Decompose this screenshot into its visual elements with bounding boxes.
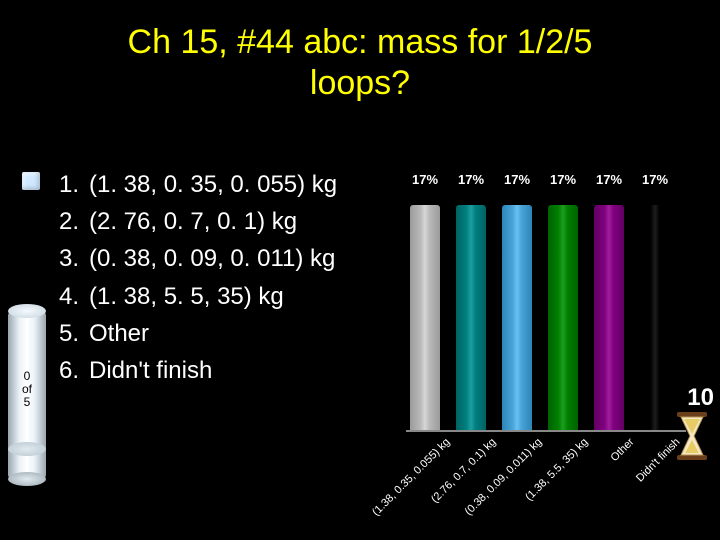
chart-pct-label: 17% — [545, 172, 581, 187]
list-item: 2.(2. 76, 0. 7, 0. 1) kg — [45, 203, 337, 240]
chart-pct-label: 17% — [499, 172, 535, 187]
meter-label: 0 of 5 — [8, 370, 46, 410]
list-item: 4.(1. 38, 5. 5, 35) kg — [45, 278, 337, 315]
chart-x-label: Other — [536, 436, 636, 536]
chart-bar — [594, 205, 624, 430]
meter-cap-bottom — [8, 472, 46, 486]
chart-bar — [640, 205, 670, 430]
chart-bar — [548, 205, 578, 430]
list-item: 1.(1. 38, 0. 35, 0. 055) kg — [45, 166, 337, 203]
chart-bar — [502, 205, 532, 430]
title-line-1: Ch 15, #44 abc: mass for 1/2/5 — [128, 23, 593, 61]
chart-x-label: (1.38, 0.35, 0.055) kg — [352, 436, 452, 536]
meter-fill-cap — [8, 442, 46, 456]
meter-cap-top — [8, 304, 46, 318]
chart-pct-label: 17% — [407, 172, 443, 187]
chart-plot-area: 17%17%17%17%17%17% — [406, 190, 686, 432]
answer-list: 1.(1. 38, 0. 35, 0. 055) kg 2.(2. 76, 0.… — [45, 166, 337, 389]
chart-x-label: Didn't finish — [582, 436, 682, 536]
hourglass-icon — [674, 412, 710, 460]
list-bullet — [22, 172, 40, 190]
countdown-value: 10 — [687, 384, 714, 412]
list-item: 3.(0. 38, 0. 09, 0. 011) kg — [45, 240, 337, 277]
chart-pct-label: 17% — [637, 172, 673, 187]
list-item: 6.Didn't finish — [45, 352, 337, 389]
chart-x-label: (0.38, 0.09, 0.011) kg — [444, 436, 544, 536]
vote-meter: 0 of 5 — [8, 300, 46, 490]
chart-bar — [456, 205, 486, 430]
slide-title: Ch 15, #44 abc: mass for 1/2/5 loops? — [0, 0, 720, 104]
chart-pct-label: 17% — [453, 172, 489, 187]
chart-x-label: (1.38, 5.5, 35) kg — [490, 436, 590, 536]
chart-x-label: (2.76, 0.7, 0.1) kg — [398, 436, 498, 536]
chart-pct-label: 17% — [591, 172, 627, 187]
title-line-2: loops? — [310, 64, 410, 102]
results-chart: 17%17%17%17%17%17% (1.38, 0.35, 0.055) k… — [406, 170, 686, 500]
chart-bar — [410, 205, 440, 430]
list-item: 5.Other — [45, 315, 337, 352]
